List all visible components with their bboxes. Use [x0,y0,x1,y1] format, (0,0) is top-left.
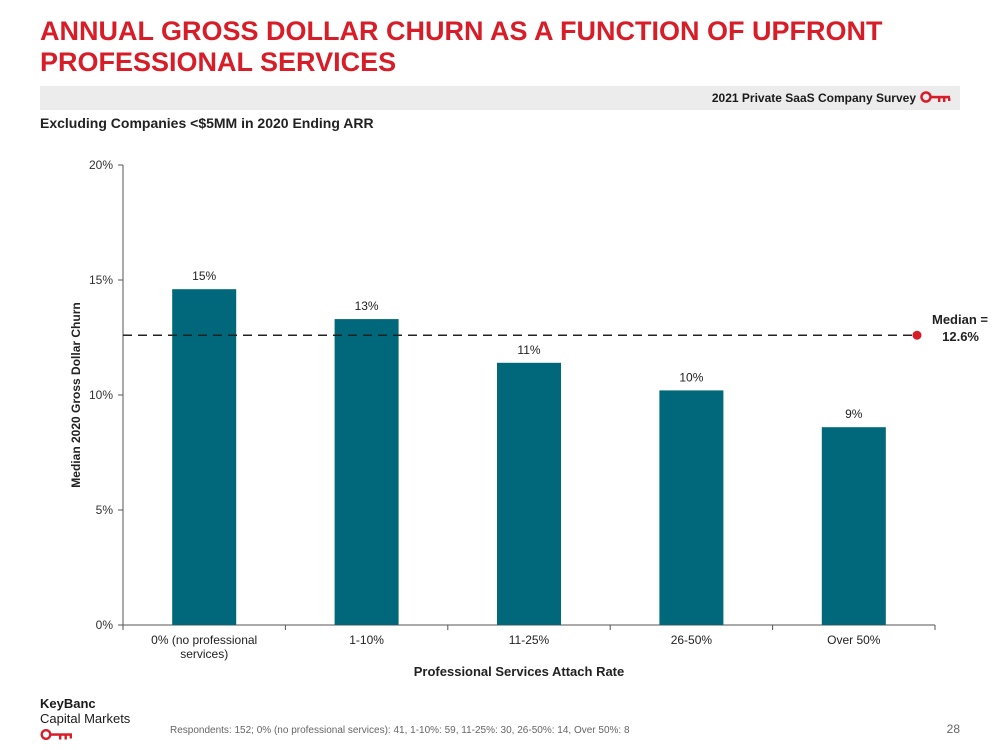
survey-banner: 2021 Private SaaS Company Survey [40,86,960,110]
page-number: 28 [946,722,960,736]
keybanc-logo: KeyBanc Capital Markets [40,696,130,741]
y-tick-label: 15% [89,273,113,287]
y-axis-label: Median 2020 Gross Dollar Churn [69,302,83,487]
bar [172,289,237,625]
y-tick-label: 0% [96,618,114,632]
logo-key-icon [40,728,72,741]
page-title: ANNUAL GROSS DOLLAR CHURN AS A FUNCTION … [40,16,883,77]
x-tick-label: 1-10% [349,633,384,647]
y-tick-label: 5% [96,503,114,517]
bar-data-label: 15% [192,269,216,283]
x-axis-label: Professional Services Attach Rate [414,664,625,679]
y-tick-label: 10% [89,388,113,402]
median-label-line2: 12.6% [942,329,979,344]
bar-data-label: 11% [517,343,540,357]
y-tick-label: 20% [89,158,113,172]
x-tick-label: 11-25% [509,633,550,647]
x-tick-label: Over 50% [827,633,881,647]
key-icon [920,91,951,103]
survey-label: 2021 Private SaaS Company Survey [711,91,916,105]
chart-subtitle: Excluding Companies <$5MM in 2020 Ending… [40,115,374,131]
bar-chart: 0% 5% 10% 15% 20% Median 2020 Gross Dollar Ch… [69,158,988,679]
logo-text-capital-markets: Capital Markets [40,711,131,726]
bar [334,319,399,625]
bar [659,390,724,625]
median-marker [912,330,922,340]
bar [821,427,886,625]
x-tick-label: 26-50% [671,633,713,647]
bar [497,362,561,625]
bar-data-label: 13% [355,299,379,313]
bar-data-label: 9% [845,407,863,421]
bar-data-label: 10% [679,370,703,384]
logo-text-keybanc: KeyBanc [40,696,96,711]
x-tick-label-cont: services) [180,647,228,661]
median-label-line1: Median = [932,312,988,327]
respondents-footnote: Respondents: 152; 0% (no professional se… [170,725,630,736]
x-tick-label: 0% (no professional [151,633,257,647]
